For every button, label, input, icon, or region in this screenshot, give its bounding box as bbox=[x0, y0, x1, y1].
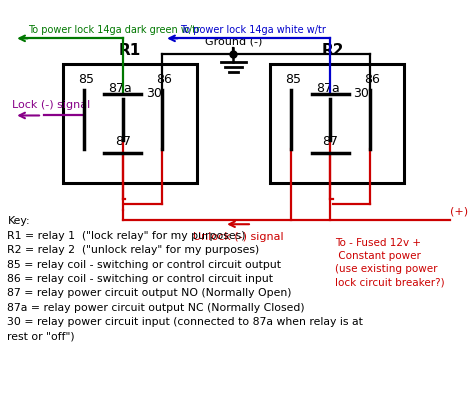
Text: 87: 87 bbox=[115, 135, 131, 148]
Text: Ground (-): Ground (-) bbox=[205, 36, 262, 46]
Text: 85: 85 bbox=[285, 73, 301, 86]
Text: Unlock (-) signal: Unlock (-) signal bbox=[193, 232, 283, 242]
Text: R2: R2 bbox=[321, 43, 344, 58]
Text: 86: 86 bbox=[156, 73, 172, 86]
Text: To - Fused 12v +
 Constant power
(use existing power
lock circuit breaker?): To - Fused 12v + Constant power (use exi… bbox=[335, 238, 445, 288]
Bar bbox=[63, 64, 197, 183]
Text: To power lock 14ga dark green w/tr: To power lock 14ga dark green w/tr bbox=[28, 25, 200, 35]
Text: 86: 86 bbox=[364, 73, 380, 86]
Text: 87: 87 bbox=[322, 135, 338, 148]
Text: 87a: 87a bbox=[316, 82, 340, 95]
Bar bbox=[270, 64, 404, 183]
Text: 85: 85 bbox=[78, 73, 94, 86]
Text: (+): (+) bbox=[450, 207, 468, 216]
Text: R1: R1 bbox=[118, 43, 141, 58]
Text: 30: 30 bbox=[354, 87, 369, 100]
Text: 87a: 87a bbox=[109, 82, 132, 95]
Text: 30: 30 bbox=[146, 87, 162, 100]
Text: Key:
R1 = relay 1  ("lock relay" for my purposes)
R2 = relay 2  ("unlock relay" : Key: R1 = relay 1 ("lock relay" for my p… bbox=[8, 216, 363, 342]
Text: Lock (-) signal: Lock (-) signal bbox=[12, 99, 90, 109]
Text: To power lock 14ga white w/tr: To power lock 14ga white w/tr bbox=[181, 25, 326, 35]
